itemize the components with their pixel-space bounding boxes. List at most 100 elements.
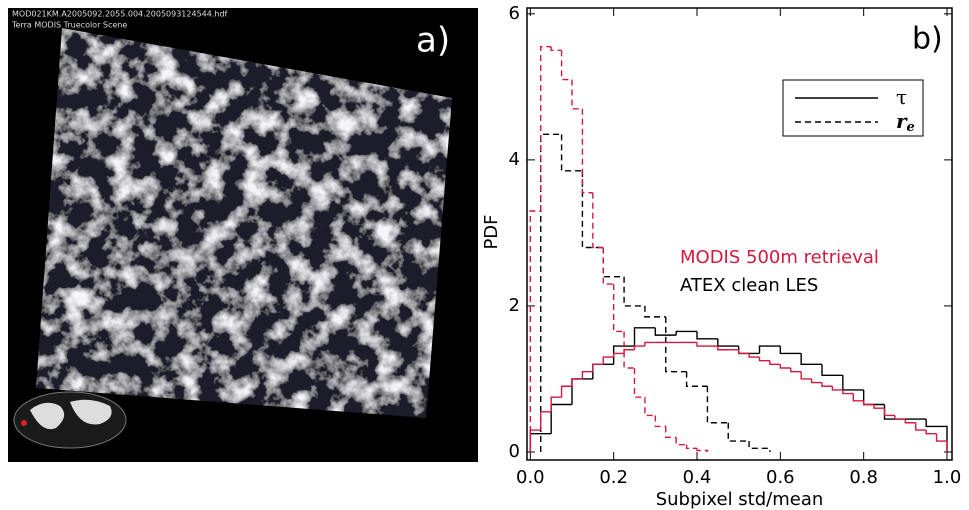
histogram-step: [675, 437, 687, 446]
histogram-step: [550, 403, 572, 434]
legend-subscript: e: [907, 120, 915, 135]
histogram-step: [571, 378, 583, 387]
histogram-step: [644, 341, 656, 347]
histogram-step: [581, 370, 593, 379]
histogram-step: [540, 46, 552, 211]
x-tick-label: 0.8: [849, 467, 878, 488]
y-tick-label: 2: [509, 295, 520, 316]
plot-frame: [526, 7, 953, 461]
histogram-step: [717, 338, 739, 347]
histogram-step: [862, 400, 875, 406]
histogram-step: [602, 247, 614, 285]
annotation: MODIS 500m retrieval: [680, 247, 879, 268]
histogram-step: [727, 422, 750, 442]
histogram-step: [779, 364, 791, 369]
histogram-step: [779, 346, 802, 355]
histogram-step: [737, 346, 760, 355]
legend-box: [782, 79, 924, 137]
x-tick-label: 0.4: [683, 467, 712, 488]
histogram-step: [769, 360, 781, 366]
histogram-step: [862, 389, 885, 406]
histogram-step: [592, 192, 604, 249]
histogram-step: [800, 353, 822, 366]
chart-panel: 0.0 0.2 0.4 0.6 0.8 1.0 0 2 4 6 Subpixel std/mean P…: [481, 3, 961, 510]
histogram-step: [633, 327, 656, 347]
histogram-step: [612, 352, 625, 358]
histogram-step: [748, 441, 771, 452]
histogram-step: [915, 422, 927, 431]
legend-label: re: [896, 109, 915, 135]
histogram-step: [581, 108, 593, 194]
panel-label: b): [912, 22, 943, 57]
x-tick-label: 1.0: [933, 467, 962, 488]
histogram-step: [717, 346, 729, 351]
histogram-step: [925, 419, 948, 452]
histogram-step: [654, 327, 677, 336]
histogram-step: [654, 415, 666, 428]
histogram-step: [852, 393, 864, 402]
histogram-step: [612, 284, 625, 333]
x-tick-label: 0.0: [516, 467, 545, 488]
histogram-step: [644, 397, 656, 417]
histogram-step: [821, 364, 843, 376]
histogram-step: [612, 345, 635, 365]
histogram-step: [685, 444, 697, 450]
histogram-step: [842, 375, 864, 391]
annotation: ATEX clean LES: [680, 275, 818, 296]
histogram-step: [633, 367, 645, 398]
histogram-step: [623, 349, 635, 354]
satellite-panel: MOD021KM.A2005092.2055.004.2005093124544…: [8, 8, 478, 462]
y-tick-label: 6: [509, 3, 520, 24]
histogram-step: [873, 404, 885, 409]
legend-symbol: r: [896, 109, 908, 133]
histogram-step: [592, 363, 604, 372]
histogram-step: [821, 382, 833, 387]
histogram-step: [685, 371, 708, 387]
histogram-step: [550, 46, 562, 52]
histogram-step: [581, 170, 604, 249]
histogram-step: [560, 385, 572, 398]
satellite-scene: [36, 28, 452, 418]
histogram-step: [800, 371, 812, 380]
histogram-step: [737, 349, 750, 355]
scene-caption: Terra MODIS Truecolor Scene: [11, 21, 127, 30]
panel-label: a): [416, 21, 450, 61]
histogram-step: [790, 367, 802, 373]
legend-label: τ: [896, 85, 907, 109]
x-axis-label: Subpixel std/mean: [656, 489, 824, 510]
histogram-step: [623, 331, 635, 369]
histogram-step: [602, 247, 625, 278]
histogram-step: [592, 363, 614, 379]
histogram-step: [810, 378, 822, 384]
histogram-step: [758, 357, 770, 362]
histogram-step: [883, 408, 895, 417]
histogram-step: [529, 210, 541, 452]
histogram-step: [696, 448, 709, 452]
y-tick-label: 0: [509, 441, 520, 462]
histogram-step: [831, 386, 843, 391]
histogram-series: [529, 46, 709, 452]
histogram-step: [665, 426, 677, 439]
x-tick-label: 0.6: [766, 467, 795, 488]
x-tick-label: 0.2: [599, 467, 628, 488]
histogram-step: [633, 345, 645, 350]
histogram-step: [842, 389, 854, 395]
histogram-step: [550, 396, 562, 412]
world-map-inset: [13, 391, 127, 449]
histogram-step: [904, 419, 916, 424]
histogram-step: [560, 134, 583, 172]
histogram-step: [894, 415, 906, 420]
legend-symbol: τ: [896, 85, 907, 109]
histogram-step: [935, 433, 948, 452]
histogram-step: [758, 345, 781, 354]
y-tick-label: 4: [509, 149, 520, 170]
histogram-step: [706, 386, 729, 424]
file-name: MOD021KM.A2005092.2055.004.2005093124544…: [12, 10, 228, 19]
histogram-step: [696, 342, 708, 347]
histogram-series: [529, 341, 948, 452]
histogram-step: [571, 79, 583, 110]
y-axis-label: PDF: [481, 214, 502, 249]
histogram-step: [675, 330, 697, 336]
histogram-step: [623, 276, 645, 307]
